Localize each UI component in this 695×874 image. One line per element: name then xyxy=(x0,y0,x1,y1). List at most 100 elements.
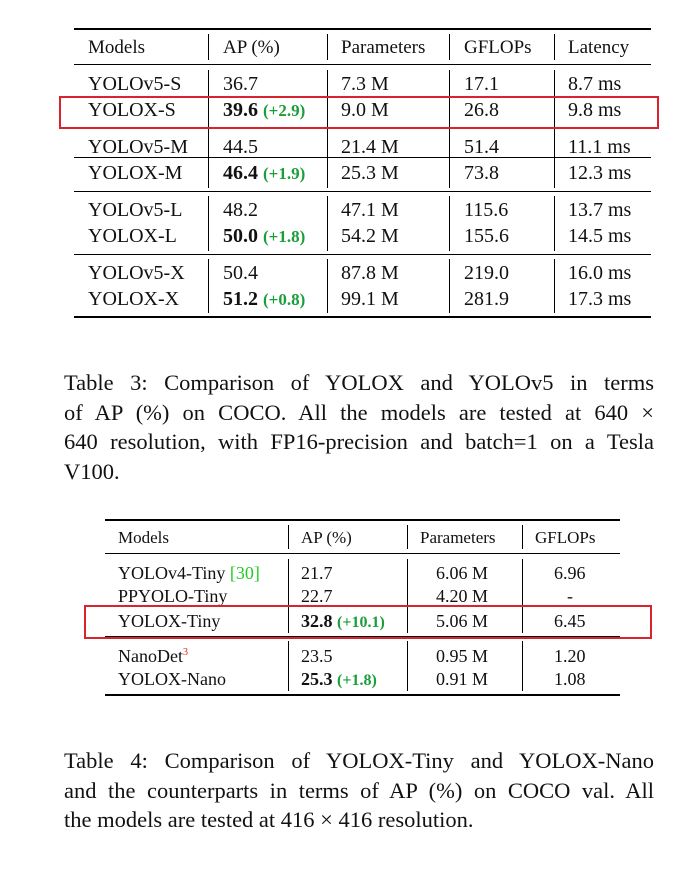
citation-link[interactable]: [30] xyxy=(229,563,260,583)
gflops-value: 155.6 xyxy=(464,225,509,247)
model-name: YOLOX-L xyxy=(88,225,177,247)
table-3-group-rule xyxy=(74,157,651,158)
table-3: Models AP (%) Parameters GFLOPs Latency … xyxy=(74,28,651,319)
table-4-column-divider xyxy=(288,641,289,691)
table-4: Models AP (%) Parameters GFLOPs YOLOv4-T… xyxy=(105,519,620,699)
table-3-column-divider xyxy=(208,134,209,188)
model-name: YOLOv5-M xyxy=(88,136,188,158)
table-4-caption: Table 4: Comparison of YOLOX-Tiny and YO… xyxy=(64,746,654,835)
table-3-group-rule xyxy=(74,191,651,192)
caption-line: V100. xyxy=(64,458,120,484)
model-name: YOLOv5-L xyxy=(88,199,183,221)
latency-value: 14.5 ms xyxy=(568,225,632,247)
model-name: YOLOX-X xyxy=(88,288,180,310)
table-3-column-divider xyxy=(208,34,209,60)
table-3-column-divider xyxy=(208,259,209,313)
table-3-top-rule xyxy=(74,28,651,30)
ap-gain: (+10.1) xyxy=(337,614,385,631)
ap-value: 46.4 (+1.9) xyxy=(223,163,305,183)
table-3-column-divider xyxy=(327,196,328,251)
table-4-column-divider xyxy=(522,559,523,633)
table-4-column-divider xyxy=(407,559,408,633)
ap-number: 32.8 xyxy=(301,611,333,631)
ap-gain: (+2.9) xyxy=(263,101,306,120)
model-label: YOLOv4-Tiny xyxy=(118,563,226,583)
params-value: 99.1 M xyxy=(341,288,399,310)
ap-value: 50.0 (+1.8) xyxy=(223,226,305,246)
ap-value: 23.5 xyxy=(301,646,333,666)
ap-value: 39.6 (+2.9) xyxy=(223,100,305,120)
params-value: 5.06 M xyxy=(436,611,489,631)
table-3-caption: Table 3: Comparison of YOLOX and YOLOv5 … xyxy=(64,368,654,486)
ap-value: 21.7 xyxy=(301,563,333,583)
column-header: GFLOPs xyxy=(464,37,532,58)
latency-value: 12.3 ms xyxy=(568,162,632,184)
latency-value: 17.3 ms xyxy=(568,288,632,310)
gflops-value: 1.08 xyxy=(554,669,586,689)
table-3-column-divider xyxy=(554,134,555,188)
table-4-column-divider xyxy=(288,525,289,549)
table-3-column-divider xyxy=(327,34,328,60)
table-3-column-divider xyxy=(554,34,555,60)
table-3-column-divider xyxy=(208,70,209,154)
model-name: YOLOv5-X xyxy=(88,262,185,284)
params-value: 7.3 M xyxy=(341,73,389,95)
ap-value: 50.4 xyxy=(223,262,258,284)
column-header: GFLOPs xyxy=(535,528,596,547)
ap-value: 32.8 (+10.1) xyxy=(301,612,385,631)
caption-line: Table 4: Comparison of YOLOX-Tiny and YO… xyxy=(64,748,654,773)
ap-number: 50.0 xyxy=(223,225,258,247)
column-header: Models xyxy=(88,37,145,58)
ap-number: 39.6 xyxy=(223,99,258,121)
ap-gain: (+1.8) xyxy=(337,672,377,689)
latency-value: 11.1 ms xyxy=(568,136,631,158)
table-3-column-divider xyxy=(554,259,555,313)
ap-number: 51.2 xyxy=(223,288,258,310)
table-3-column-divider xyxy=(449,34,450,60)
table-3-column-divider xyxy=(449,259,450,313)
ap-gain: (+1.9) xyxy=(263,164,306,183)
ap-number: 46.4 xyxy=(223,162,258,184)
gflops-value: 26.8 xyxy=(464,99,499,121)
table-4-column-divider xyxy=(522,641,523,691)
params-value: 0.91 M xyxy=(436,669,489,689)
gflops-value: 281.9 xyxy=(464,288,509,310)
caption-line: and the counterparts in terms of AP (%) … xyxy=(64,777,654,803)
table-3-column-divider xyxy=(208,196,209,251)
gflops-value: 1.20 xyxy=(554,646,586,666)
table-4-group-rule xyxy=(105,636,620,637)
table-3-column-divider xyxy=(554,70,555,154)
column-header: Parameters xyxy=(420,528,496,547)
table-3-column-divider xyxy=(554,196,555,251)
table-4-header-rule xyxy=(105,553,620,554)
footnote-marker[interactable]: 3 xyxy=(182,647,188,658)
column-header: Latency xyxy=(568,37,630,58)
params-value: 47.1 M xyxy=(341,199,399,221)
table-3-column-divider xyxy=(327,134,328,188)
caption-line: of AP (%) on COCO. All the models are te… xyxy=(64,399,654,425)
table-3-bottom-rule xyxy=(74,316,651,318)
table-3-column-divider xyxy=(327,259,328,313)
model-label: NanoDet xyxy=(118,646,183,666)
yolox-s-highlight-box xyxy=(59,96,659,129)
ap-value: 25.3 (+1.8) xyxy=(301,670,377,689)
gflops-value: 6.45 xyxy=(554,611,586,631)
caption-line: the models are tested at 416 × 416 resol… xyxy=(64,807,474,832)
model-name: YOLOX-M xyxy=(88,162,183,184)
model-name: YOLOX-Tiny xyxy=(118,611,221,631)
table-4-column-divider xyxy=(407,641,408,691)
table-4-column-divider xyxy=(288,559,289,633)
latency-value: 9.8 ms xyxy=(568,99,622,121)
table-4-top-rule xyxy=(105,519,620,521)
gflops-value: 17.1 xyxy=(464,73,499,95)
ap-number: 25.3 xyxy=(301,669,333,689)
model-name: YOLOX-Nano xyxy=(118,669,226,689)
table-3-column-divider xyxy=(327,70,328,154)
latency-value: 8.7 ms xyxy=(568,73,622,95)
table-4-bottom-rule xyxy=(105,694,620,696)
params-value: 87.8 M xyxy=(341,262,399,284)
caption-line: 640 resolution, with FP16-precision and … xyxy=(64,429,654,454)
ap-value: 48.2 xyxy=(223,199,258,221)
gflops-value: 51.4 xyxy=(464,136,499,158)
gflops-value: 73.8 xyxy=(464,162,499,184)
